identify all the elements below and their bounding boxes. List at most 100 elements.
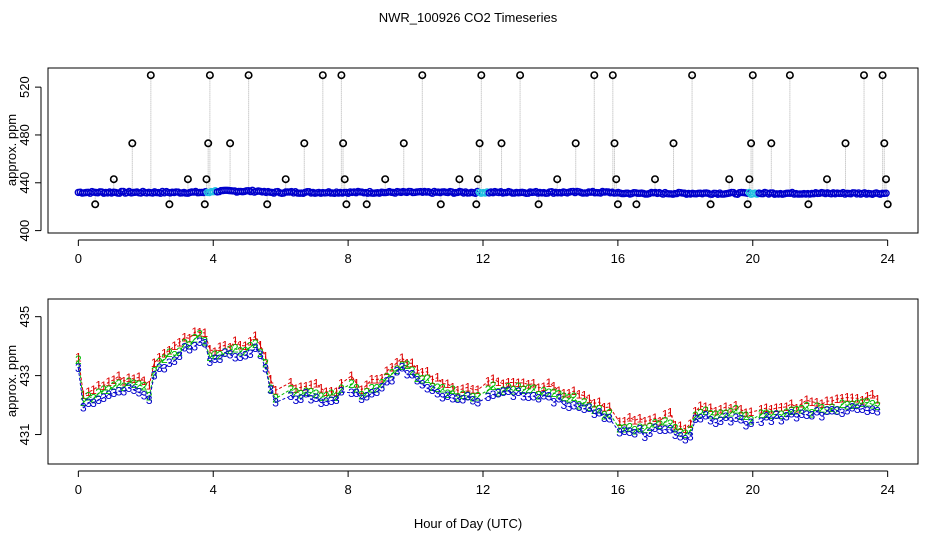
series2-point: 2	[642, 422, 649, 436]
series1-point: 1	[201, 326, 208, 340]
outlier-point	[688, 71, 697, 80]
series2-point: 2	[267, 382, 274, 396]
series1-line	[77, 331, 878, 430]
series3-point: 3	[606, 411, 613, 425]
series3-point: 3	[687, 430, 694, 444]
series2-point: 2	[591, 403, 598, 417]
series1-point: 1	[126, 371, 133, 385]
series2-point: 2	[550, 386, 557, 400]
series1-point: 1	[429, 373, 436, 387]
series3-point: 3	[475, 396, 482, 410]
series1-point: 1	[485, 374, 492, 388]
series2-point: 2	[363, 385, 370, 399]
series3-point: 3	[298, 392, 305, 406]
series3-point: 3	[844, 403, 851, 417]
series3-point: 3	[702, 409, 709, 423]
series3-point: 3	[121, 385, 128, 399]
series2-point: 2	[404, 358, 411, 372]
series1-point: 1	[414, 363, 421, 377]
top-y-tick-label: 440	[17, 172, 32, 194]
series3-point: 3	[196, 335, 203, 349]
series3-point: 3	[247, 347, 254, 361]
series2-point: 2	[682, 427, 689, 441]
series2-point: 2	[707, 407, 714, 421]
series2-point: 2	[667, 417, 674, 431]
series3-point: 3	[692, 412, 699, 426]
series2-point: 2	[596, 403, 603, 417]
series3-line	[77, 341, 878, 441]
series2-point: 2	[141, 379, 148, 393]
series2-point: 2	[657, 418, 664, 432]
series1-point: 1	[434, 371, 441, 385]
series3-point: 3	[798, 407, 805, 421]
series3-point: 3	[864, 404, 871, 418]
series1-point: 1	[849, 391, 856, 405]
series2-point: 2	[257, 346, 264, 360]
outlier-point	[747, 139, 756, 148]
series3-point: 3	[854, 402, 861, 416]
series3-point: 3	[743, 418, 750, 432]
series3-point: 3	[566, 400, 573, 414]
series1-point: 1	[571, 384, 578, 398]
series3-point: 3	[176, 349, 183, 363]
series3-point: 3	[530, 389, 537, 403]
series2-point: 2	[697, 407, 704, 421]
series3-point: 3	[368, 386, 375, 400]
series1-point: 1	[793, 401, 800, 415]
series1-point: 1	[318, 382, 325, 396]
outlier-point	[205, 71, 214, 80]
series3-point: 3	[808, 409, 815, 423]
series2-point: 2	[808, 407, 815, 421]
series2-point: 2	[151, 365, 158, 379]
series2-point: 2	[303, 385, 310, 399]
series2-point: 2	[647, 420, 654, 434]
series1-point: 1	[738, 403, 745, 417]
series2-point: 2	[444, 387, 451, 401]
series1-point: 1	[459, 382, 466, 396]
series1-point: 1	[328, 385, 335, 399]
series2-point: 2	[287, 382, 294, 396]
top-y-tick-label: 520	[17, 76, 32, 98]
series3-point: 3	[550, 395, 557, 409]
outlier-point	[128, 139, 137, 148]
series2-point: 2	[495, 386, 502, 400]
series3-point: 3	[100, 391, 107, 405]
series1-point: 1	[207, 343, 214, 357]
series2-point: 2	[510, 384, 517, 398]
series2-point: 2	[247, 340, 254, 354]
series3-point: 3	[677, 429, 684, 443]
series2-point: 2	[429, 380, 436, 394]
series1-point: 1	[252, 329, 259, 343]
series3-point: 3	[227, 348, 234, 362]
series1-point: 1	[859, 394, 866, 408]
series3-point: 3	[136, 386, 143, 400]
series3-point: 3	[262, 362, 269, 376]
outlier-point	[337, 71, 346, 80]
series2-point: 2	[824, 403, 831, 417]
outlier-point	[553, 175, 562, 184]
series3-point: 3	[141, 388, 148, 402]
series3-point: 3	[80, 401, 87, 415]
series3-point: 3	[464, 390, 471, 404]
x-axis-title: Hour of Day (UTC)	[414, 516, 522, 531]
series1-point: 1	[338, 376, 345, 390]
series3-point: 3	[146, 393, 153, 407]
series3-point: 3	[733, 411, 740, 425]
series1-point: 1	[652, 411, 659, 425]
series2-point: 2	[394, 363, 401, 377]
outlier-point	[436, 200, 445, 209]
series1-point: 1	[500, 377, 507, 391]
series1-point: 1	[829, 394, 836, 408]
series1-point: 1	[687, 417, 694, 431]
series1-point: 1	[545, 376, 552, 390]
series3-point: 3	[813, 404, 820, 418]
series2-point: 2	[545, 386, 552, 400]
series1-point: 1	[733, 398, 740, 412]
series2-point: 2	[561, 390, 568, 404]
series2-point: 2	[778, 408, 785, 422]
series2-point: 2	[85, 389, 92, 403]
outlier-point	[473, 175, 482, 184]
series2-point: 2	[409, 364, 416, 378]
series1-point: 1	[303, 379, 310, 393]
series2-point: 2	[505, 381, 512, 395]
